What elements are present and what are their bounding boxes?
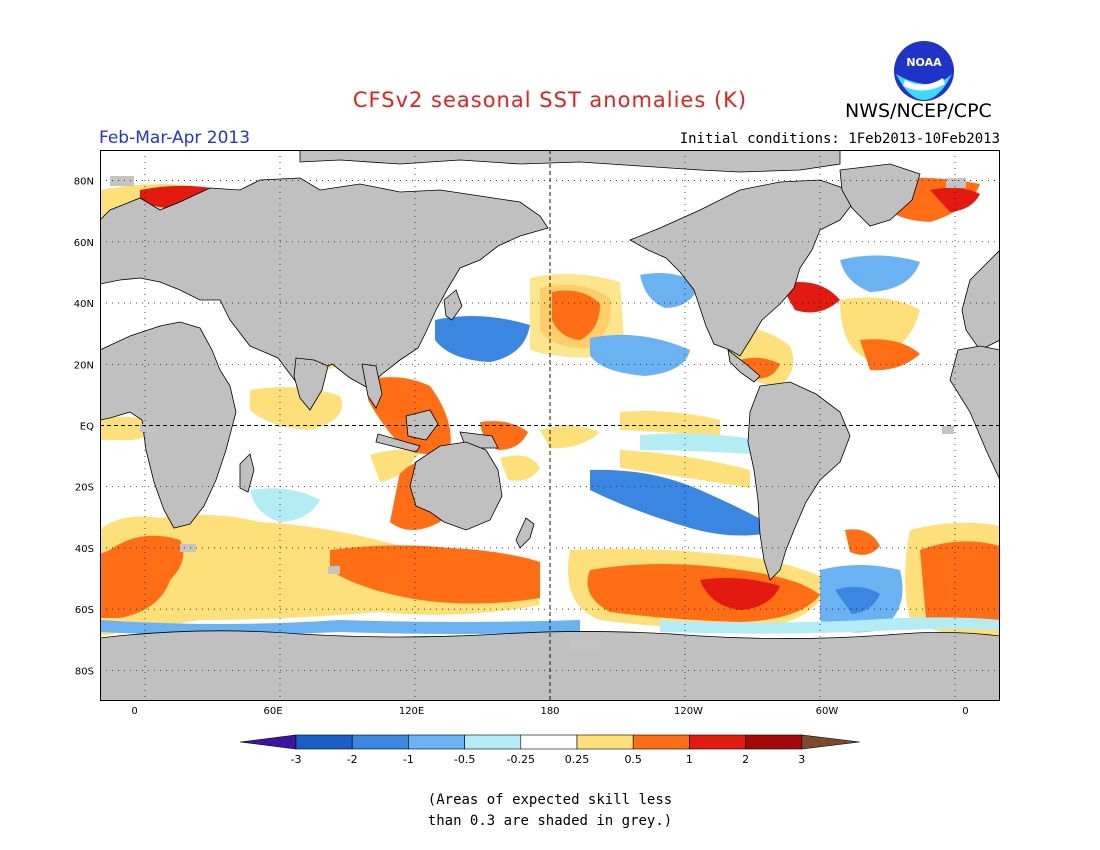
colorbar-cell bbox=[408, 734, 465, 750]
lat-tick-label: 60N bbox=[74, 238, 94, 249]
lon-tick-label: 60E bbox=[264, 706, 283, 717]
colorbar-cell bbox=[351, 734, 409, 750]
lat-tick-label: 20S bbox=[75, 483, 94, 494]
skill-note: (Areas of expected skill less than 0.3 a… bbox=[0, 790, 1100, 832]
continents bbox=[100, 150, 1000, 701]
lat-tick-label: 20N bbox=[74, 360, 94, 371]
lon-tick-label: 120E bbox=[399, 706, 424, 717]
colorbar-cell bbox=[632, 734, 690, 750]
colorbar-label: 0.5 bbox=[624, 753, 642, 766]
colorbar-cell bbox=[239, 734, 297, 750]
colorbar-cell bbox=[576, 734, 634, 750]
lon-tick-labels: 0 60E 120E 180 120W 60W 0 bbox=[131, 706, 968, 717]
colorbar-cell bbox=[689, 734, 746, 750]
colorbar-cell bbox=[745, 734, 803, 750]
colorbar-cell bbox=[295, 734, 353, 750]
chart-title: CFSv2 seasonal SST anomalies (K) bbox=[352, 88, 748, 112]
colorbar-label: 0.25 bbox=[565, 753, 590, 766]
noaa-logo: NOAA bbox=[893, 40, 955, 106]
colorbar-label: -0.25 bbox=[507, 753, 535, 766]
colorbar-label: 1 bbox=[686, 753, 693, 766]
lat-tick-label: 40S bbox=[75, 544, 94, 555]
sst-anomaly-map bbox=[100, 150, 1000, 701]
lat-tick-label: 80S bbox=[75, 666, 94, 677]
lat-tick-label: 40N bbox=[74, 299, 94, 310]
logo-text: NOAA bbox=[906, 56, 942, 69]
lon-tick-label: 0 bbox=[962, 706, 968, 717]
colorbar-label: -3 bbox=[291, 753, 302, 766]
colorbar-labels: -3 -2 -1 -0.5 -0.25 0.25 0.5 1 2 3 bbox=[291, 753, 806, 766]
skill-note-line1: (Areas of expected skill less bbox=[427, 792, 673, 808]
colorbar-label: 3 bbox=[798, 753, 805, 766]
lat-tick-label: 60S bbox=[75, 605, 94, 616]
lat-tick-label: EQ bbox=[80, 422, 94, 433]
colorbar-label: -0.5 bbox=[454, 753, 475, 766]
equator-dateline bbox=[100, 150, 1000, 701]
lon-tick-label: 60W bbox=[816, 706, 839, 717]
colorbar-cell bbox=[520, 734, 578, 750]
colorbar-label: -2 bbox=[347, 753, 358, 766]
lon-tick-label: 120W bbox=[674, 706, 703, 717]
low-skill-patches bbox=[110, 176, 966, 650]
graticule bbox=[100, 150, 1000, 701]
lon-tick-label: 0 bbox=[131, 706, 137, 717]
initial-conditions: Initial conditions: 1Feb2013-10Feb2013 bbox=[679, 131, 1000, 147]
lat-tick-labels: 80N 60N 40N 20N EQ 20S 40S 60S 80S bbox=[74, 177, 94, 678]
lat-tick-label: 80N bbox=[74, 177, 94, 188]
colorbar-cell bbox=[801, 734, 860, 750]
map-frame bbox=[100, 150, 1000, 701]
forecast-period: Feb-Mar-Apr 2013 bbox=[99, 128, 251, 148]
agency-label: NWS/NCEP/CPC bbox=[845, 100, 992, 122]
colorbar-label: -1 bbox=[403, 753, 414, 766]
skill-note-line2: than 0.3 are shaded in grey.) bbox=[427, 813, 673, 829]
colorbar-cell bbox=[464, 734, 522, 750]
colorbar-label: 2 bbox=[742, 753, 749, 766]
colorbar: -3 -2 -1 -0.5 -0.25 0.25 0.5 1 2 3 bbox=[239, 734, 860, 766]
colorbar-cells bbox=[239, 734, 860, 750]
lon-tick-label: 180 bbox=[540, 706, 559, 717]
